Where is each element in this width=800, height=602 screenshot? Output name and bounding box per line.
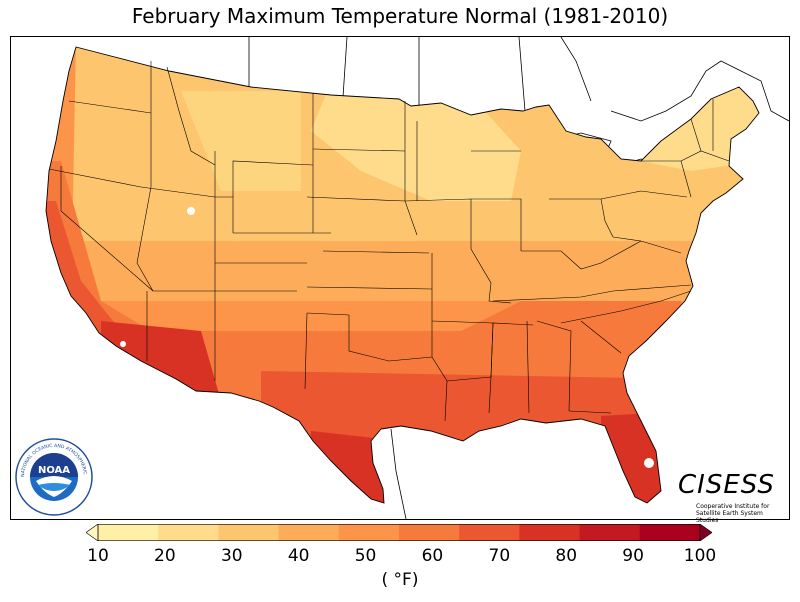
colorbar-segment (218, 524, 280, 541)
colorbar-segment (459, 524, 520, 541)
colorbar-tick-label: 40 (287, 546, 310, 566)
colorbar-tick-label: 100 (683, 546, 717, 566)
colorbar-segment (519, 524, 581, 541)
colorbar-segment (98, 524, 159, 541)
colorbar-segment (639, 524, 701, 541)
colorbar-tick-label: 20 (154, 546, 176, 566)
colorbar-segment (338, 524, 400, 541)
noaa-label: NOAA (38, 465, 70, 476)
cisess-wordmark: CISESS (678, 470, 775, 500)
colorbar-segment (158, 524, 219, 541)
colorbar-tick-label: 80 (555, 546, 578, 566)
colorbar-tick-label: 30 (220, 546, 243, 566)
us-outline (45, 46, 760, 504)
colorbar-tick-label: 90 (622, 546, 644, 566)
colorbar-frame (97, 524, 701, 541)
colorbar-segment (399, 524, 460, 541)
colorbar-tick-label: 70 (488, 546, 511, 566)
colorbar-tick-label: 10 (87, 546, 109, 566)
noaa-logo: NATIONAL OCEANIC AND ATMOSPHERIC ADMINIS… (12, 433, 94, 517)
neighbor-outlines (248, 37, 789, 519)
colorbar (86, 524, 712, 541)
colorbar-over-arrow (699, 524, 712, 541)
colorbar-under-arrow (86, 524, 99, 541)
temperature-field (46, 47, 759, 503)
map-title: February Maximum Temperature Normal (198… (131, 4, 669, 28)
colorbar-segment (579, 524, 641, 541)
cisess-logo: CISESS Cooperative Institute for Satelli… (678, 470, 778, 524)
cisess-subtitle: Cooperative Institute for Satellite Eart… (696, 503, 786, 524)
colorbar-segment (278, 524, 340, 541)
colorbar-tick-label: 60 (421, 546, 444, 566)
state-borders (48, 61, 730, 422)
colorbar-units: ( °F) (381, 570, 419, 590)
cisess-subtitle-line-1: Cooperative Institute for (696, 503, 770, 510)
noaa-emblem-icon: NATIONAL OCEANIC AND ATMOSPHERIC ADMINIS… (12, 433, 93, 516)
colorbar-ticks: 10 20 30 40 50 60 70 80 90 100 (0, 546, 800, 568)
cisess-subtitle-line-2: Satellite Earth System Studies (696, 510, 763, 524)
map-frame (10, 36, 790, 520)
colorbar-tick-label: 50 (354, 546, 377, 566)
temperature-map (45, 37, 789, 519)
